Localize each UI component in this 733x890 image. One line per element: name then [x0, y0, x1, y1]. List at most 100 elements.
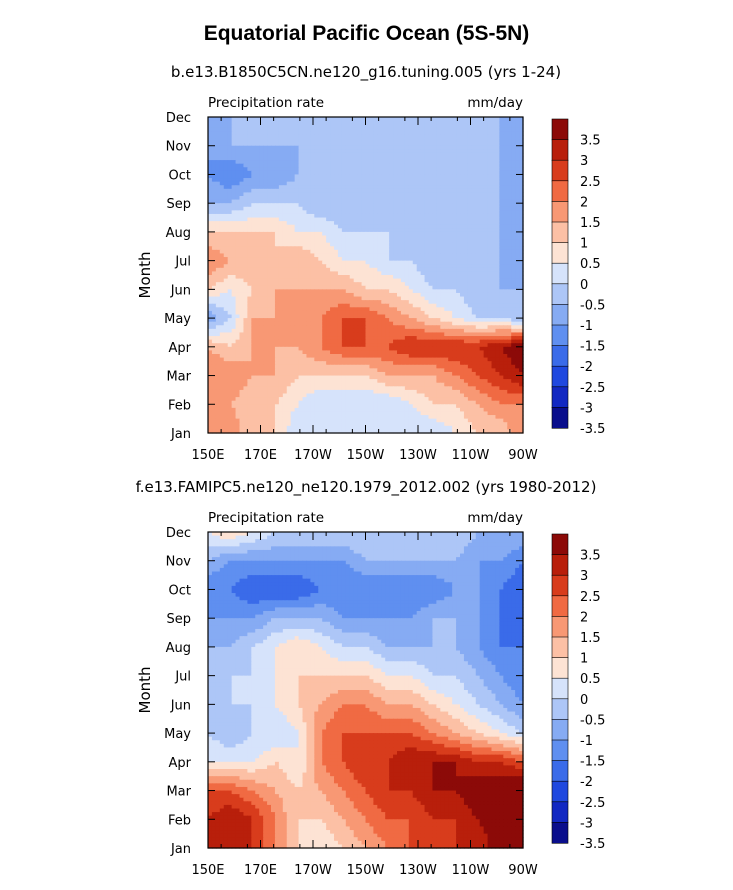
- contour-cell: [448, 246, 453, 251]
- contour-cell: [479, 264, 485, 269]
- contour-cell: [337, 178, 343, 183]
- contour-cell: [503, 239, 508, 244]
- contour-cell: [314, 339, 319, 344]
- contour-cell: [444, 332, 449, 337]
- contour-cell: [330, 134, 335, 140]
- contour-cell: [483, 296, 489, 301]
- contour-cell: [314, 196, 319, 201]
- contour-cell: [377, 289, 382, 294]
- contour-cell: [440, 257, 445, 262]
- contour-cell: [460, 325, 465, 330]
- contour-cell: [475, 267, 481, 273]
- contour-cell: [393, 181, 398, 186]
- contour-cell: [337, 328, 343, 334]
- contour-cell: [428, 203, 434, 208]
- contour-cell: [263, 310, 268, 316]
- contour-cell: [223, 152, 229, 158]
- contour-cell: [365, 275, 371, 280]
- contour-cell: [412, 206, 418, 211]
- contour-cell: [385, 242, 390, 247]
- contour-cell: [377, 332, 382, 337]
- contour-cell: [263, 289, 268, 294]
- contour-cell: [467, 170, 473, 176]
- contour-cell: [456, 292, 461, 298]
- contour-cell: [369, 206, 374, 211]
- contour-cell: [495, 310, 500, 316]
- contour-cell: [255, 260, 260, 265]
- contour-cell: [310, 231, 315, 237]
- contour-cell: [302, 289, 308, 294]
- contour-cell: [460, 249, 465, 255]
- contour-cell: [397, 117, 402, 122]
- contour-cell: [302, 336, 308, 341]
- contour-cell: [393, 318, 398, 323]
- contour-cell: [219, 231, 225, 237]
- contour-cell: [345, 206, 351, 211]
- contour-cell: [463, 120, 469, 125]
- contour-cell: [290, 145, 296, 150]
- contour-cell: [247, 127, 252, 132]
- contour-cell: [345, 332, 351, 337]
- contour-cell: [263, 264, 268, 269]
- contour-cell: [223, 196, 229, 201]
- contour-cell: [519, 149, 524, 154]
- contour-cell: [314, 249, 319, 255]
- contour-cell: [456, 131, 461, 136]
- contour-cell: [215, 239, 221, 244]
- contour-cell: [267, 199, 272, 204]
- contour-cell: [503, 303, 508, 308]
- contour-cell: [345, 310, 351, 316]
- contour-cell: [357, 213, 363, 219]
- contour-cell: [393, 156, 398, 161]
- contour-cell: [412, 282, 418, 287]
- contour-cell: [412, 152, 418, 158]
- contour-cell: [440, 181, 445, 186]
- contour-cell: [219, 178, 225, 183]
- contour-cell: [373, 264, 378, 269]
- contour-cell: [334, 206, 339, 211]
- contour-cell: [302, 199, 308, 204]
- contour-cell: [330, 321, 335, 326]
- contour-cell: [255, 246, 260, 251]
- contour-cell: [444, 235, 449, 240]
- contour-cell: [515, 278, 520, 283]
- contour-cell: [444, 199, 449, 204]
- contour-cell: [499, 138, 504, 143]
- contour-cell: [475, 181, 481, 186]
- contour-cell: [479, 170, 485, 176]
- contour-cell: [326, 203, 331, 208]
- contour-cell: [487, 257, 493, 262]
- contour-cell: [515, 228, 520, 233]
- contour-cell: [271, 235, 276, 240]
- contour-cell: [223, 249, 229, 255]
- contour-cell: [448, 221, 453, 226]
- contour-cell: [219, 210, 225, 215]
- contour-cell: [223, 300, 229, 305]
- contour-cell: [298, 275, 304, 280]
- contour-cell: [231, 310, 237, 316]
- contour-cell: [235, 120, 241, 125]
- contour-cell: [298, 174, 304, 179]
- contour-cell: [404, 156, 410, 161]
- contour-cell: [424, 131, 430, 136]
- contour-cell: [432, 242, 437, 247]
- contour-cell: [452, 307, 457, 312]
- contour-cell: [337, 264, 343, 269]
- contour-cell: [251, 206, 256, 211]
- contour-cell: [361, 127, 367, 132]
- contour-cell: [487, 142, 493, 147]
- contour-cell: [255, 174, 260, 179]
- contour-cell: [373, 336, 378, 341]
- contour-cell: [341, 210, 347, 215]
- contour-cell: [432, 235, 437, 240]
- contour-cell: [420, 325, 426, 330]
- contour-cell: [424, 192, 430, 197]
- contour-cell: [381, 131, 386, 136]
- contour-cell: [286, 307, 292, 312]
- contour-cell: [322, 246, 327, 251]
- contour-cell: [440, 271, 445, 276]
- contour-cell: [416, 307, 422, 312]
- contour-cell: [397, 127, 402, 132]
- contour-cell: [337, 160, 343, 165]
- contour-cell: [282, 242, 288, 247]
